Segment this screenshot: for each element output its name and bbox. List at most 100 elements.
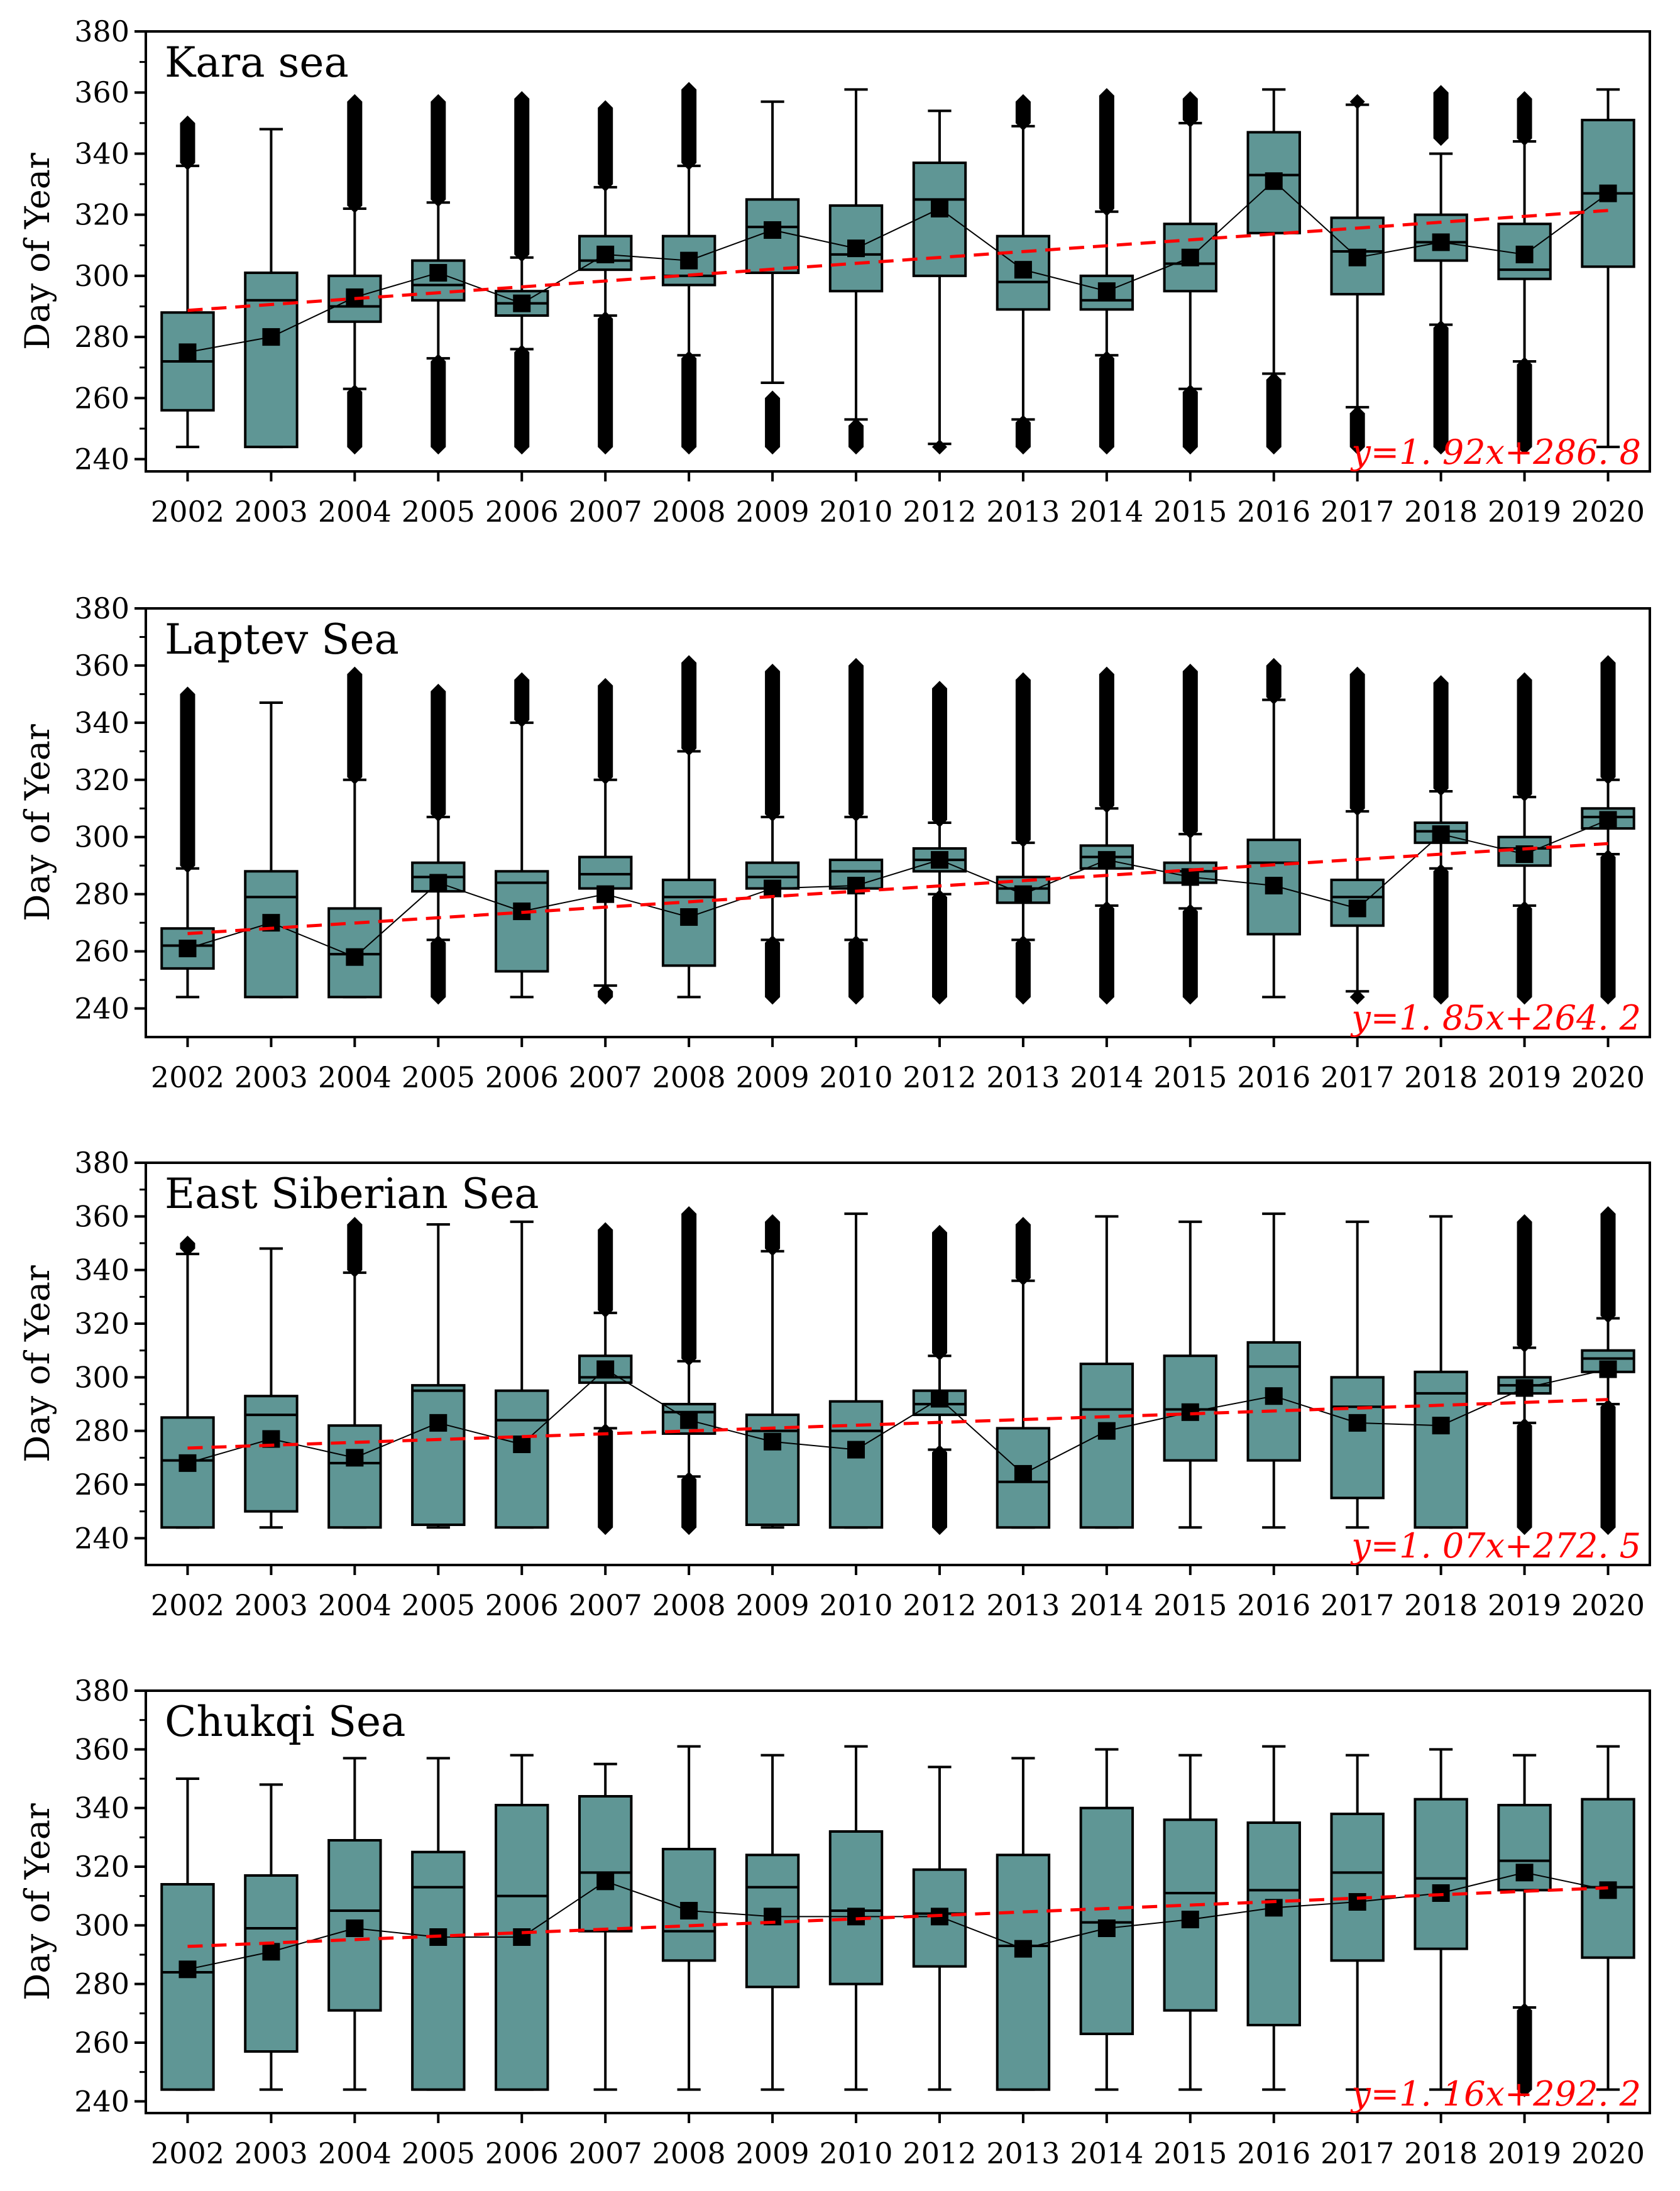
x-tick-label: 2019 (1488, 2136, 1561, 2170)
outliers-high (180, 686, 195, 874)
box-2002 (160, 1236, 215, 1529)
iqr-box (1414, 1370, 1468, 1529)
mean-marker (847, 1908, 865, 1926)
y-tick-label: 240 (74, 442, 129, 476)
x-tick-label: 2002 (151, 2136, 224, 2170)
x-tick-label: 2014 (1070, 1060, 1143, 1094)
box-2009 (745, 1214, 800, 1529)
x-tick-label: 2017 (1320, 495, 1394, 529)
box-2002 (160, 686, 215, 999)
x-tick-label: 2004 (318, 1060, 392, 1094)
outliers-low (931, 1444, 947, 1535)
box-2002 (160, 1777, 215, 2091)
outliers-high (1517, 1214, 1532, 1353)
outliers-high (848, 657, 864, 822)
iqr-box (1581, 1798, 1635, 1959)
x-tick-label: 2007 (569, 495, 642, 529)
outliers-low (848, 418, 864, 455)
outliers-low (1015, 415, 1031, 455)
trend-equation: y=1. 85x+264. 2 (1350, 998, 1641, 1038)
outliers-high (1099, 666, 1114, 813)
outliers-low (347, 384, 363, 455)
box-2004 (327, 1217, 382, 1529)
outliers-high (1600, 1206, 1616, 1324)
box-2019 (1497, 672, 1552, 1005)
x-tick-label: 2016 (1237, 1588, 1310, 1622)
y-tick-label: 300 (74, 1360, 129, 1394)
box-2007 (578, 100, 633, 455)
box-2008 (661, 655, 716, 999)
box-2017 (1330, 1220, 1385, 1529)
x-tick-label: 2005 (402, 1060, 475, 1094)
iqr-box (244, 272, 299, 449)
y-tick-label: 300 (74, 259, 129, 293)
box-2010 (828, 1212, 884, 1529)
x-tick-label: 2013 (986, 2136, 1060, 2170)
outliers-low (1517, 901, 1532, 1005)
outliers-low (765, 390, 781, 455)
outliers-high (431, 94, 446, 207)
outliers-high (1182, 664, 1198, 839)
box-2003 (244, 128, 299, 449)
x-tick-label: 2010 (819, 495, 892, 529)
box-2017 (1330, 94, 1385, 455)
mean-marker (764, 221, 782, 239)
x-tick-label: 2005 (402, 495, 475, 529)
box-2008 (661, 1206, 716, 1535)
x-tick-label: 2015 (1153, 1588, 1227, 1622)
mean-marker (930, 1390, 948, 1408)
outliers-low (931, 889, 947, 1005)
x-tick-label: 2020 (1571, 495, 1645, 529)
x-tick-label: 2006 (485, 1060, 559, 1094)
outliers-high (431, 683, 446, 822)
mean-marker (1599, 1881, 1617, 1899)
mean-marker (596, 1872, 615, 1891)
trend-line (187, 1886, 1608, 1948)
y-axis-title: Day of Year (18, 1265, 57, 1463)
outliers-low (598, 1423, 613, 1535)
iqr-box (828, 1400, 884, 1529)
outliers-low (431, 354, 446, 455)
y-tick-label: 240 (74, 992, 129, 1026)
box-2007 (578, 1222, 633, 1535)
x-tick-label: 2018 (1404, 1060, 1478, 1094)
mean-marker (596, 245, 615, 263)
y-tick-label: 380 (74, 591, 129, 625)
iqr-box (495, 1804, 549, 2091)
panel-1: 240 260 280 300 320 340 360 380 Day of Year 2002 2… (18, 14, 1651, 529)
iqr-box (160, 927, 215, 970)
x-tick-label: 2009 (736, 2136, 810, 2170)
outliers-high (598, 1222, 613, 1318)
mean-marker (1181, 248, 1199, 266)
iqr-box (996, 1427, 1051, 1529)
iqr-box (244, 1874, 299, 2053)
mean-marker (1181, 1911, 1199, 1928)
outliers-high (1517, 91, 1532, 146)
mean-line (187, 1872, 1608, 1970)
y-tick-label: 280 (74, 320, 129, 354)
iqr-box (996, 1853, 1051, 2091)
x-tick-label: 2003 (234, 1060, 308, 1094)
mean-marker (680, 1411, 698, 1429)
box-2006 (495, 1220, 549, 1529)
x-tick-label: 2014 (1070, 2136, 1143, 2170)
x-tick-label: 2004 (318, 2136, 392, 2170)
box-2016 (1246, 88, 1301, 455)
outliers-low (1182, 903, 1198, 1005)
outliers-high (1266, 657, 1282, 705)
iqr-box (495, 1389, 549, 1529)
trend-equation: y=1. 92x+286. 8 (1350, 432, 1641, 472)
y-tick-label: 260 (74, 1468, 129, 1502)
panel-title: Chukqi Sea (165, 1698, 405, 1746)
outliers-low (514, 344, 530, 455)
outliers-high (1015, 672, 1031, 848)
outliers-low (1349, 989, 1365, 1005)
y-tick-label: 260 (74, 2026, 129, 2060)
trend-equation: y=1. 07x+272. 5 (1350, 1526, 1641, 1566)
outliers-high (1349, 666, 1365, 816)
outliers-high (180, 115, 195, 171)
trend-line (187, 842, 1608, 935)
x-tick-label: 2014 (1070, 495, 1143, 529)
box-2012 (912, 109, 967, 455)
mean-marker (1097, 1919, 1116, 1937)
